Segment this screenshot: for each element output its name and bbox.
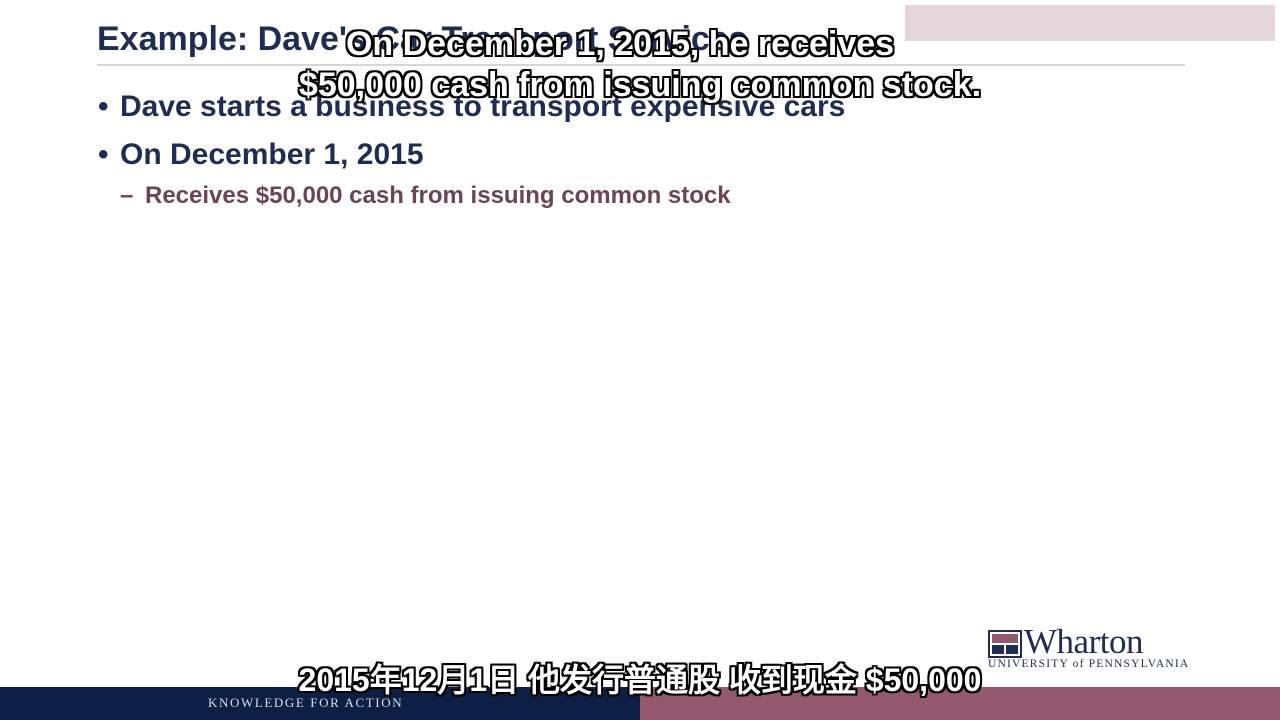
bullet-text: Dave starts a business to transport expe… (120, 90, 846, 123)
sub-bullet-item: – Receives $50,000 cash from issuing comm… (120, 182, 731, 210)
footer-bar-left: KNOWLEDGE FOR ACTION (0, 687, 640, 720)
title-divider (97, 64, 1185, 66)
bullet-dot: • (98, 90, 109, 123)
logo-university: UNIVERSITY of PENNSYLVANIA (988, 658, 1190, 670)
bullet-item: • Dave starts a business to transport exp… (98, 90, 845, 124)
footer-bar-right (640, 687, 1280, 720)
slide-title: Example: Dave's Car Transport Services (97, 20, 748, 58)
subtitle-english-line-2: $50,000 cash from issuing common stock. (298, 66, 982, 104)
subtitle-chinese: 2015年12月1日 他发行普通股 收到现金 $50,000 (298, 662, 982, 698)
shield-icon (988, 630, 1022, 658)
footer-tagline: KNOWLEDGE FOR ACTION (208, 695, 404, 710)
sub-bullet-dash: – (120, 182, 134, 209)
bullet-item: • On December 1, 2015 (98, 138, 424, 172)
bullet-dot: • (98, 138, 109, 171)
bullet-text: On December 1, 2015 (120, 138, 424, 171)
top-right-decoration (905, 5, 1275, 41)
wharton-logo: Wharton UNIVERSITY of PENNSYLVANIA (988, 622, 1193, 672)
subtitle-english-line-1: On December 1, 2015, he receives (345, 25, 895, 63)
sub-bullet-text: Receives $50,000 cash from issuing commo… (145, 182, 731, 209)
logo-wordmark: Wharton (1024, 622, 1143, 661)
